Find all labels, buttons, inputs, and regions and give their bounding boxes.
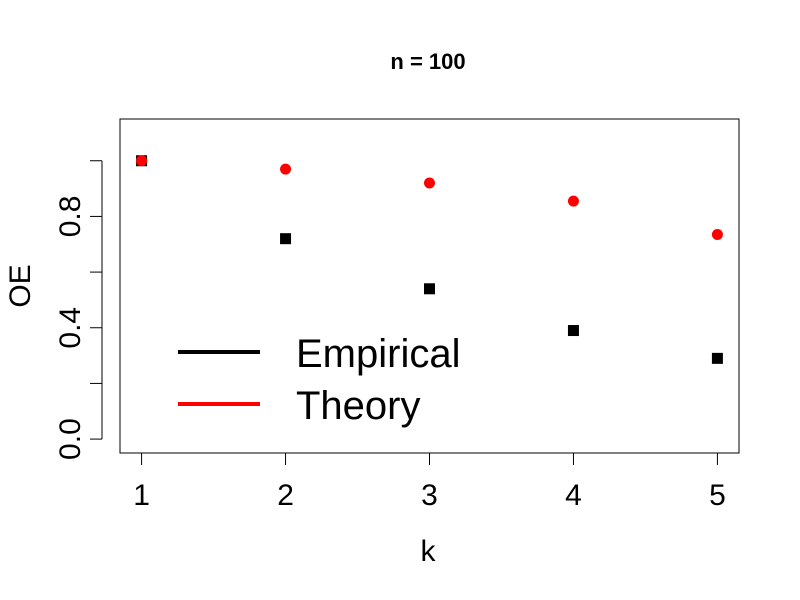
data-point-empirical (711, 352, 723, 364)
x-tick-label: 5 (709, 479, 726, 512)
data-point-theory (280, 163, 292, 175)
y-tick-label: 0.0 (54, 418, 87, 460)
data-point-theory (424, 177, 435, 189)
legend-label-empirical: Empirical (296, 332, 460, 376)
data-point-empirical (280, 233, 292, 245)
data-point-empirical (424, 283, 435, 295)
data-point-empirical (567, 325, 579, 337)
y-tick-label: 0.4 (54, 307, 87, 349)
x-axis-label: k (421, 535, 437, 568)
y-axis-label: OE (4, 264, 37, 307)
data-point-theory (711, 229, 723, 241)
chart-title: n = 100 (390, 49, 465, 74)
x-axis: 1 2 3 4 5 (133, 452, 726, 512)
x-tick-label: 2 (277, 479, 294, 512)
y-tick-label: 0.8 (54, 196, 87, 238)
legend-label-theory: Theory (296, 384, 421, 428)
x-tick-label: 3 (421, 479, 438, 512)
data-point-theory (136, 155, 148, 167)
data-point-theory (567, 195, 579, 207)
x-tick-label: 4 (565, 479, 582, 512)
x-tick-label: 1 (133, 479, 150, 512)
y-axis: 0.0 0.4 0.8 (54, 160, 103, 460)
data-points (136, 155, 723, 364)
legend: Empirical Theory (178, 332, 460, 428)
